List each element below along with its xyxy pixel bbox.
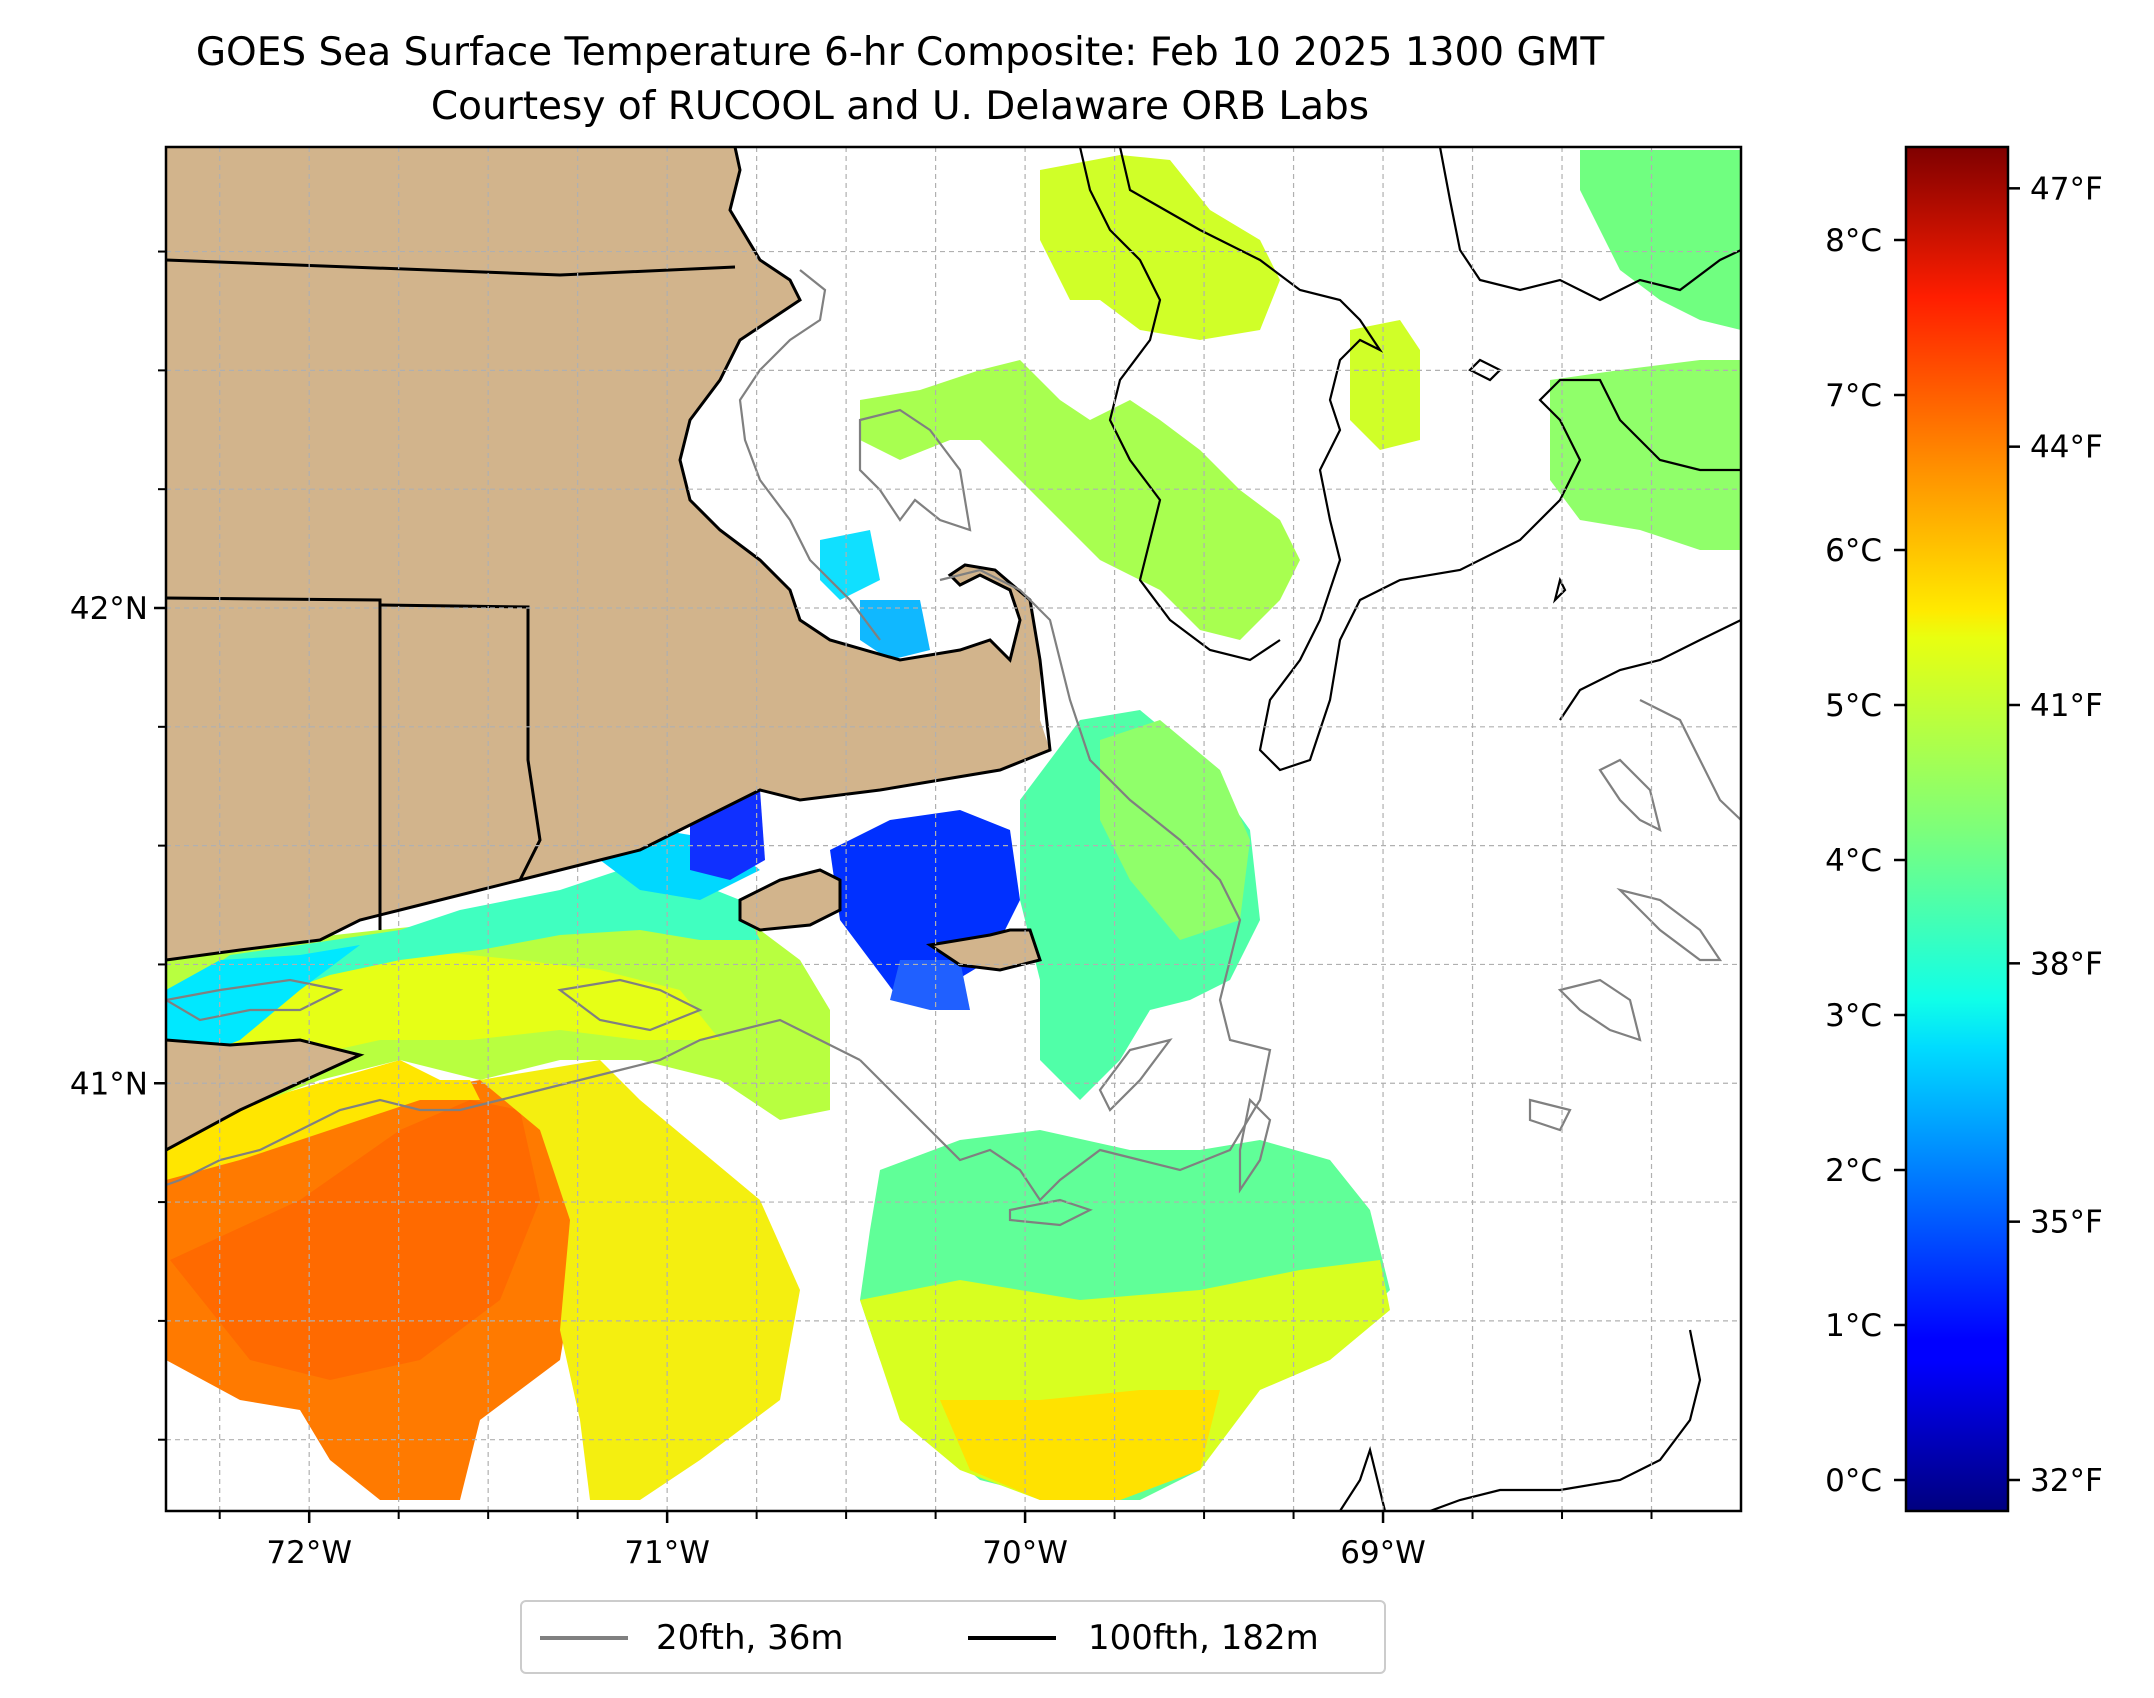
sst-ccbay-cyan2 bbox=[860, 600, 930, 660]
colorbar-fahrenheit-axis: 32°F 35°F 38°F 41°F 44°F 47°F bbox=[2008, 171, 2103, 1499]
sst-yellow-south bbox=[480, 1060, 800, 1500]
ma-ct-border bbox=[166, 596, 382, 930]
longitude-axis: 72°W 71°W 70°W 69°W bbox=[218, 1511, 1653, 1571]
lon-tick-label: 72°W bbox=[266, 1535, 352, 1571]
ct-ri-border bbox=[379, 603, 542, 881]
sst-gom-ne bbox=[1580, 150, 1741, 330]
sst-nearshore-aqua bbox=[166, 870, 760, 1040]
legend-swatch-100fth bbox=[968, 1636, 1056, 1640]
colorbar-f-label: 38°F bbox=[2030, 946, 2103, 982]
ma-nh-border bbox=[166, 258, 736, 277]
cape-cod-arm bbox=[950, 565, 1040, 720]
gridlines bbox=[166, 147, 1741, 1511]
sst-gom-east bbox=[1550, 360, 1741, 550]
sst-patches bbox=[166, 150, 1741, 1500]
marthas-vineyard bbox=[740, 870, 840, 930]
sst-gom-north bbox=[1040, 155, 1280, 340]
colorbar-f-label: 44°F bbox=[2030, 430, 2103, 466]
sst-gom-mid bbox=[1350, 320, 1420, 450]
sst-east-green bbox=[1100, 720, 1250, 940]
legend: 20fth, 36m 100fth, 182m bbox=[520, 1600, 1386, 1674]
map-subtitle: Courtesy of RUCOOL and U. Delaware ORB L… bbox=[430, 84, 1370, 129]
colorbar-f-label: 47°F bbox=[2030, 171, 2103, 207]
colorbar-c-label: 0°C bbox=[1825, 1463, 1882, 1499]
colorbar-c-label: 8°C bbox=[1825, 223, 1882, 259]
sst-yellow-band bbox=[166, 1060, 480, 1180]
colorbar-c-label: 2°C bbox=[1825, 1153, 1882, 1189]
lon-tick-label: 71°W bbox=[624, 1535, 710, 1571]
latitude-axis: 42°N 41°N bbox=[70, 250, 166, 1441]
sst-nantucket-south bbox=[890, 960, 970, 1010]
sst-layer bbox=[166, 147, 1741, 1511]
colorbar-gradient bbox=[1906, 147, 2008, 1511]
colorbar-c-label: 5°C bbox=[1825, 688, 1882, 724]
colorbar-celsius-axis: 0°C 1°C 2°C 3°C 4°C 5°C 6°C 7°C 8°C bbox=[1825, 223, 1906, 1499]
lon-tick-label: 69°W bbox=[1340, 1535, 1426, 1571]
colorbar-f-label: 35°F bbox=[2030, 1205, 2103, 1241]
colorbar-c-label: 7°C bbox=[1825, 378, 1882, 414]
legend-label-20fth: 20fth, 36m bbox=[656, 1618, 844, 1658]
colorbar-f-label: 41°F bbox=[2030, 688, 2103, 724]
colorbar-f-label: 32°F bbox=[2030, 1463, 2103, 1499]
lat-tick-label: 41°N bbox=[70, 1066, 148, 1102]
colorbar-c-label: 4°C bbox=[1825, 843, 1882, 879]
sst-warm-core bbox=[170, 1100, 540, 1380]
legend-swatch-20fth bbox=[540, 1636, 628, 1640]
nantucket bbox=[930, 930, 1040, 970]
mainland-new-england bbox=[166, 147, 1050, 960]
lat-tick-label: 42°N bbox=[70, 591, 148, 627]
colorbar-frame bbox=[1904, 145, 2010, 1513]
sst-ccbay-cyan1 bbox=[820, 530, 880, 600]
isobath-100fth bbox=[1078, 147, 1741, 1511]
isobath-20fth bbox=[166, 269, 1741, 1227]
colorbar-c-label: 6°C bbox=[1825, 533, 1882, 569]
sst-li-sound-cyan bbox=[166, 945, 360, 1060]
legend-label-100fth: 100fth, 182m bbox=[1088, 1618, 1319, 1658]
lon-tick-label: 70°W bbox=[982, 1535, 1068, 1571]
coastline bbox=[166, 147, 1052, 1152]
sst-south-yellow bbox=[940, 1390, 1220, 1500]
colorbar-c-label: 1°C bbox=[1825, 1308, 1882, 1344]
map-title: GOES Sea Surface Temperature 6-hr Compos… bbox=[195, 30, 1605, 75]
colorbar-c-label: 3°C bbox=[1825, 998, 1882, 1034]
sst-gom-green-west bbox=[860, 360, 1300, 640]
map-frame bbox=[164, 145, 1743, 1513]
state-borders bbox=[166, 258, 736, 930]
